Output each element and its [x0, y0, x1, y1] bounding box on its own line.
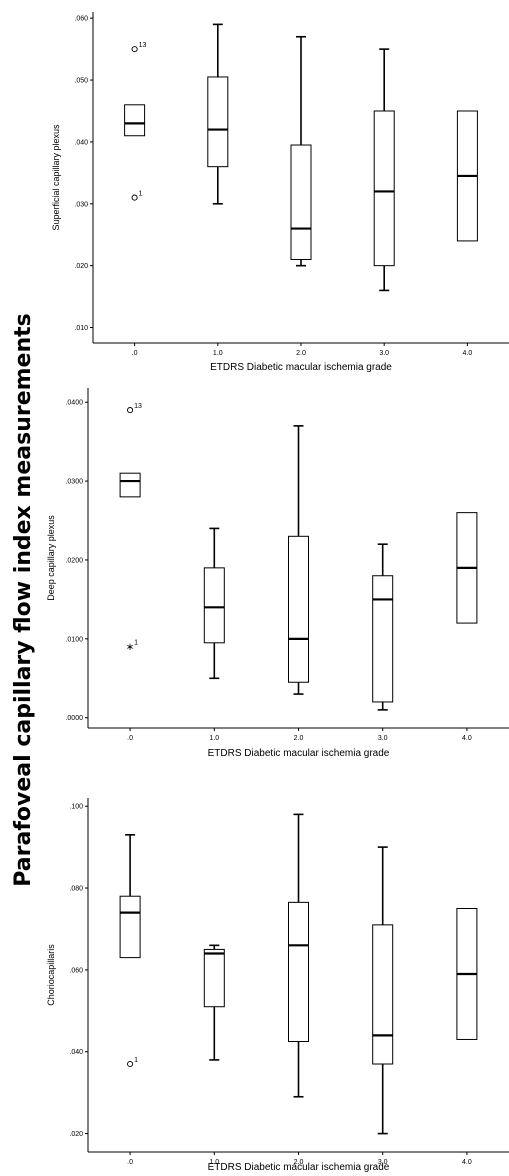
box-iqr: [203, 567, 225, 644]
box-4: [372, 543, 394, 711]
y-tick-label: .040: [74, 139, 88, 146]
box-iqr: [124, 104, 146, 137]
y-tick-label: .060: [69, 967, 83, 974]
x-tick-label: .0: [127, 735, 133, 742]
x-tick-label: 1.0: [209, 735, 219, 742]
boxplot-panel-1: .010 .020 .030 .040 .050 .060 .0 1.0 2.0 3.0 4.0 ET…: [51, 12, 509, 373]
x-tick-label: 4.0: [462, 735, 472, 742]
box-iqr: [372, 575, 394, 703]
y-tick-label: .080: [69, 886, 83, 893]
box-iqr: [119, 472, 141, 498]
box-3: [290, 35, 312, 267]
box-iqr: [119, 895, 141, 959]
y-axis-title: Deep capillary plexus: [46, 515, 56, 601]
box-5: [456, 110, 478, 242]
box-3: [288, 813, 309, 1098]
box-iqr: [290, 144, 312, 260]
y-tick-label: .030: [74, 201, 88, 208]
x-tick-label: 4.0: [463, 350, 473, 357]
y-axis-title: Choriocapillaris: [46, 944, 56, 1006]
box-1: [124, 104, 146, 137]
outlier-circle: [131, 46, 138, 53]
y-tick-label: .0400: [65, 400, 83, 407]
x-tick-label: 4.0: [462, 1159, 472, 1166]
y-tick-label: .060: [74, 16, 88, 23]
box-iqr: [207, 76, 229, 168]
outlier-label: 1: [134, 640, 138, 647]
y-tick-label: .020: [74, 263, 88, 270]
box-iqr: [372, 924, 394, 1065]
y-tick-label: .0300: [65, 479, 83, 486]
box-5: [456, 907, 478, 1040]
outlier-circle: [127, 1060, 134, 1068]
x-tick-label: .0: [127, 1159, 133, 1166]
box-4: [373, 48, 395, 292]
box-2: [207, 23, 229, 205]
x-tick-label: 1.0: [209, 1159, 219, 1166]
box-1: [119, 834, 141, 959]
x-tick-label: 3.0: [378, 735, 388, 742]
outlier-label: 1: [134, 1057, 138, 1064]
x-tick-label: 2.0: [294, 735, 304, 742]
y-axis-title: Superficial capillary plexus: [51, 124, 61, 231]
outlier-label: 1: [139, 191, 143, 198]
x-tick-label: 2.0: [296, 350, 306, 357]
x-axis-title: ETDRS Diabetic macular ischemia grade: [208, 1162, 390, 1173]
y-tick-label: .0200: [65, 557, 83, 564]
box-2: [203, 944, 225, 1061]
x-axis-title: ETDRS Diabetic macular ischemia grade: [208, 748, 390, 759]
box-iqr: [373, 110, 395, 267]
x-tick-label: 2.0: [294, 1159, 304, 1166]
outlier-label: 13: [134, 403, 142, 410]
x-tick-label: 3.0: [379, 350, 389, 357]
x-axis-title: ETDRS Diabetic macular ischemia grade: [210, 362, 392, 373]
y-tick-label: .0100: [65, 636, 83, 643]
box-iqr: [288, 901, 309, 1043]
boxplot-panel-3: .020 .040 .060 .080 .100 .0 1.0 2.0 3.0 4.0 ETDRS …: [46, 798, 509, 1173]
x-tick-label: 1.0: [213, 350, 223, 357]
box-1: [119, 472, 141, 498]
y-tick-label: .050: [74, 78, 88, 85]
y-tick-label: .010: [74, 325, 88, 332]
box-5: [456, 512, 478, 624]
y-tick-label: .020: [69, 1131, 83, 1138]
box-iqr: [203, 948, 225, 1008]
box-iqr: [288, 535, 309, 683]
y-tick-label: .040: [69, 1049, 83, 1056]
box-2: [203, 527, 225, 680]
y-tick-label: .0000: [65, 715, 83, 722]
outlier-star: ∗: [126, 642, 134, 653]
outlier-circle: [131, 194, 138, 201]
box-4: [372, 846, 394, 1135]
x-tick-label: .0: [132, 350, 138, 357]
y-tick-label: .100: [69, 804, 83, 811]
boxplot-panel-2: .0000 .0100 .0200 .0300 .0400 .0 1.0 2.0 3.0 4.0 E…: [46, 388, 509, 759]
box-3: [288, 425, 309, 695]
outlier-label: 13: [139, 42, 147, 49]
x-tick-label: 3.0: [378, 1159, 388, 1166]
outlier-circle: [127, 407, 134, 414]
